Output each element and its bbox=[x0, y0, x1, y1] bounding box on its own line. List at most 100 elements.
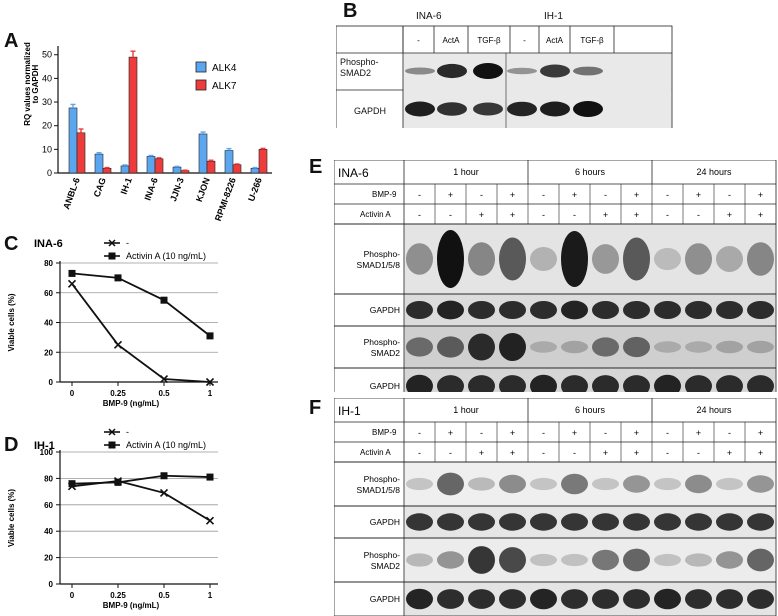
band-gapdh-1 bbox=[530, 300, 557, 320]
legend-label-0: - bbox=[126, 238, 129, 248]
panel-b-row-phospho-smad2: Phospho-SMAD2 bbox=[340, 57, 379, 78]
band-phospho-smad158 bbox=[592, 244, 619, 274]
category-label: U-266 bbox=[246, 176, 264, 202]
panel-a-ytick-label: 20 bbox=[42, 121, 52, 131]
band-gapdh-1 bbox=[468, 300, 495, 320]
marker-square bbox=[114, 274, 122, 282]
category-label: KJON bbox=[194, 176, 212, 203]
xtick-label: 0.25 bbox=[110, 591, 126, 600]
panel-b-lane-label: ActA bbox=[443, 36, 461, 45]
bmp9-sign: + bbox=[634, 428, 639, 438]
band-phospho-smad2 bbox=[561, 340, 588, 354]
band-gapdh-1 bbox=[623, 513, 650, 531]
blot-row-background bbox=[404, 582, 776, 616]
band-gapdh-1 bbox=[623, 300, 650, 320]
panel-d-line-chart: IH-1 0 20 40 60 80 100 0 0.25 0.5 1 BMP-9 (ng/mL) V… bbox=[7, 427, 218, 610]
bmp9-sign: - bbox=[604, 190, 607, 200]
bmp9-sign: + bbox=[758, 190, 763, 200]
bar-alk4-rpmi-8226 bbox=[224, 150, 234, 174]
xtick-label: 1 bbox=[208, 389, 213, 398]
band-gapdh-1 bbox=[592, 300, 619, 320]
bmp9-sign: + bbox=[572, 428, 577, 438]
activin-sign: - bbox=[418, 448, 421, 458]
panel-b-lane-label: ActA bbox=[546, 36, 564, 45]
series-line-0 bbox=[71, 480, 211, 522]
band-phospho-smad2 bbox=[654, 341, 681, 353]
band-gapdh-2 bbox=[561, 375, 588, 392]
band-phospho-smad2 bbox=[437, 336, 464, 358]
band-phospho-smad2 bbox=[406, 553, 433, 567]
legend-marker-square bbox=[108, 252, 116, 260]
panel-b-band-phospho-smad2 bbox=[507, 67, 537, 75]
band-phospho-smad2 bbox=[623, 336, 650, 358]
series-line-1 bbox=[71, 474, 211, 485]
band-phospho-smad2 bbox=[468, 333, 495, 361]
xtick-label: 0.5 bbox=[158, 591, 170, 600]
band-gapdh-2 bbox=[685, 589, 712, 609]
bmp9-sign: - bbox=[418, 190, 421, 200]
activin-sign: + bbox=[727, 448, 732, 458]
activin-sign: + bbox=[634, 448, 639, 458]
band-gapdh-2 bbox=[592, 589, 619, 609]
band-gapdh-2 bbox=[716, 375, 743, 392]
category-label: ANBL-6 bbox=[61, 176, 82, 210]
band-gapdh-2 bbox=[592, 375, 619, 392]
timepoint-label: 24 hours bbox=[696, 405, 732, 415]
band-phospho-smad158 bbox=[530, 477, 557, 491]
timepoint-label: 6 hours bbox=[575, 405, 606, 415]
band-phospho-smad158 bbox=[406, 243, 433, 275]
band-phospho-smad2 bbox=[716, 340, 743, 354]
panel-b-band-phospho-smad2 bbox=[540, 64, 570, 78]
marker-cross bbox=[205, 516, 215, 525]
marker-square bbox=[206, 473, 214, 481]
timepoint-label: 6 hours bbox=[575, 167, 606, 177]
panel-label-e: E bbox=[309, 156, 323, 178]
ytick-label: 60 bbox=[44, 289, 53, 298]
activin-sign: + bbox=[758, 210, 763, 220]
bmp9-sign: - bbox=[542, 428, 545, 438]
band-phospho-smad158 bbox=[685, 474, 712, 494]
panel-label-d: D bbox=[4, 434, 19, 456]
band-phospho-smad158 bbox=[623, 475, 650, 493]
blot-row-background bbox=[404, 294, 776, 326]
panel-label-c: C bbox=[4, 233, 19, 255]
band-phospho-smad2 bbox=[592, 337, 619, 357]
band-gapdh-1 bbox=[437, 513, 464, 531]
timepoint-label: 24 hours bbox=[696, 167, 732, 177]
bar-alk7-ih-1 bbox=[128, 56, 138, 174]
band-gapdh-1 bbox=[437, 300, 464, 320]
activin-sign: - bbox=[666, 448, 669, 458]
bar-alk7-u-266 bbox=[258, 149, 268, 174]
bmp9-sign: - bbox=[666, 428, 669, 438]
band-gapdh-1 bbox=[499, 513, 526, 531]
activin-sign: + bbox=[727, 210, 732, 220]
panel-b-band-gapdh bbox=[507, 101, 537, 117]
band-phospho-smad158 bbox=[716, 477, 743, 491]
band-gapdh-2 bbox=[654, 588, 681, 610]
bmp9-sign: - bbox=[480, 428, 483, 438]
activin-sign: - bbox=[542, 448, 545, 458]
blot-label-phospho-smad2: SMAD2 bbox=[371, 561, 401, 571]
marker-cross bbox=[67, 279, 77, 288]
band-gapdh-2 bbox=[716, 589, 743, 609]
band-phospho-smad2 bbox=[747, 548, 774, 572]
band-phospho-smad158 bbox=[716, 246, 743, 272]
band-gapdh-2 bbox=[623, 375, 650, 392]
band-phospho-smad2 bbox=[499, 332, 526, 362]
band-gapdh-2 bbox=[406, 374, 433, 392]
band-phospho-smad158 bbox=[530, 246, 557, 272]
band-gapdh-1 bbox=[654, 300, 681, 320]
ytick-label: 20 bbox=[44, 348, 53, 357]
category-label: IH-1 bbox=[119, 176, 134, 195]
x-axis-label: BMP-9 (ng/mL) bbox=[103, 399, 160, 408]
panel-b-lane-label: TGF-β bbox=[580, 36, 604, 45]
band-phospho-smad2 bbox=[592, 549, 619, 571]
band-gapdh-1 bbox=[654, 513, 681, 531]
legend-label-alk4: ALK4 bbox=[212, 63, 237, 74]
legend-marker-cross bbox=[108, 239, 116, 247]
bmp9-sign: + bbox=[510, 428, 515, 438]
blot-label-gapdh-2: GAPDH bbox=[370, 381, 400, 391]
band-phospho-smad2 bbox=[685, 553, 712, 567]
band-phospho-smad158 bbox=[468, 477, 495, 491]
bar-alk4-ih-1 bbox=[120, 165, 130, 174]
